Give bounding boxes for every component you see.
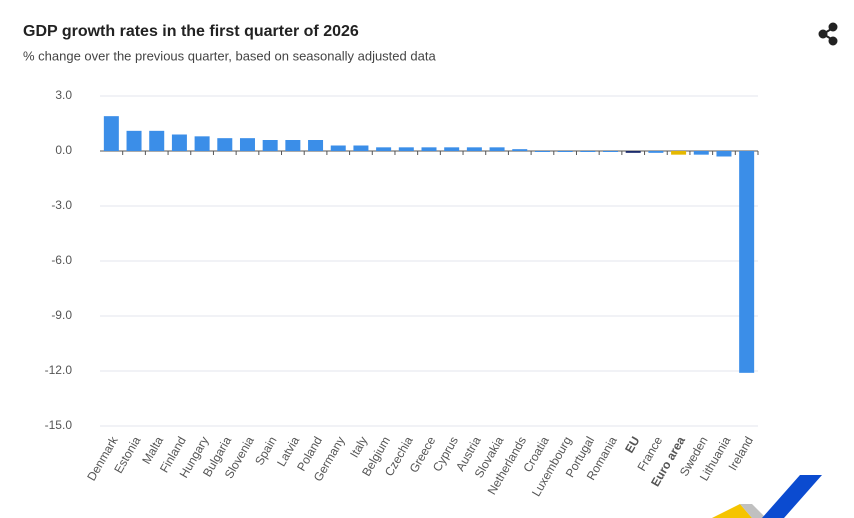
chart-subtitle: % change over the previous quarter, base… [23, 48, 436, 63]
bar [557, 151, 573, 152]
bar [421, 147, 437, 151]
x-tick-label: Italy [347, 434, 370, 460]
y-tick-label: 3.0 [55, 88, 72, 102]
bar [489, 147, 505, 151]
bar [217, 138, 233, 151]
bar [512, 149, 528, 151]
y-tick-label: -9.0 [51, 308, 72, 322]
bar [625, 151, 641, 153]
bar [580, 151, 596, 152]
y-tick-label: -15.0 [45, 418, 73, 432]
bar [466, 147, 482, 151]
x-tick-label: Denmark [84, 433, 121, 483]
chart-title: GDP growth rates in the first quarter of… [23, 23, 359, 40]
bar [353, 145, 369, 151]
bar [739, 151, 755, 373]
bar [444, 147, 460, 151]
bar [126, 130, 142, 151]
bar [330, 145, 346, 151]
bar [716, 151, 732, 157]
bar [671, 151, 687, 155]
bar [648, 151, 664, 153]
y-tick-label: -6.0 [51, 253, 72, 267]
share-icon[interactable] [818, 22, 838, 46]
bar [398, 147, 414, 151]
bar [262, 140, 278, 151]
bar [603, 151, 619, 152]
y-tick-label: -12.0 [45, 363, 73, 377]
bar [149, 130, 165, 151]
bar [103, 116, 119, 151]
bar [194, 136, 210, 151]
x-tick-label: EU [622, 434, 642, 455]
bar [239, 138, 255, 151]
bar [171, 134, 187, 151]
bar [534, 151, 550, 152]
bar [693, 151, 709, 155]
y-tick-label: -3.0 [51, 198, 72, 212]
bar [285, 140, 301, 151]
y-tick-label: 0.0 [55, 143, 72, 157]
bar [308, 140, 324, 151]
logo [712, 475, 822, 518]
bar [376, 147, 392, 151]
